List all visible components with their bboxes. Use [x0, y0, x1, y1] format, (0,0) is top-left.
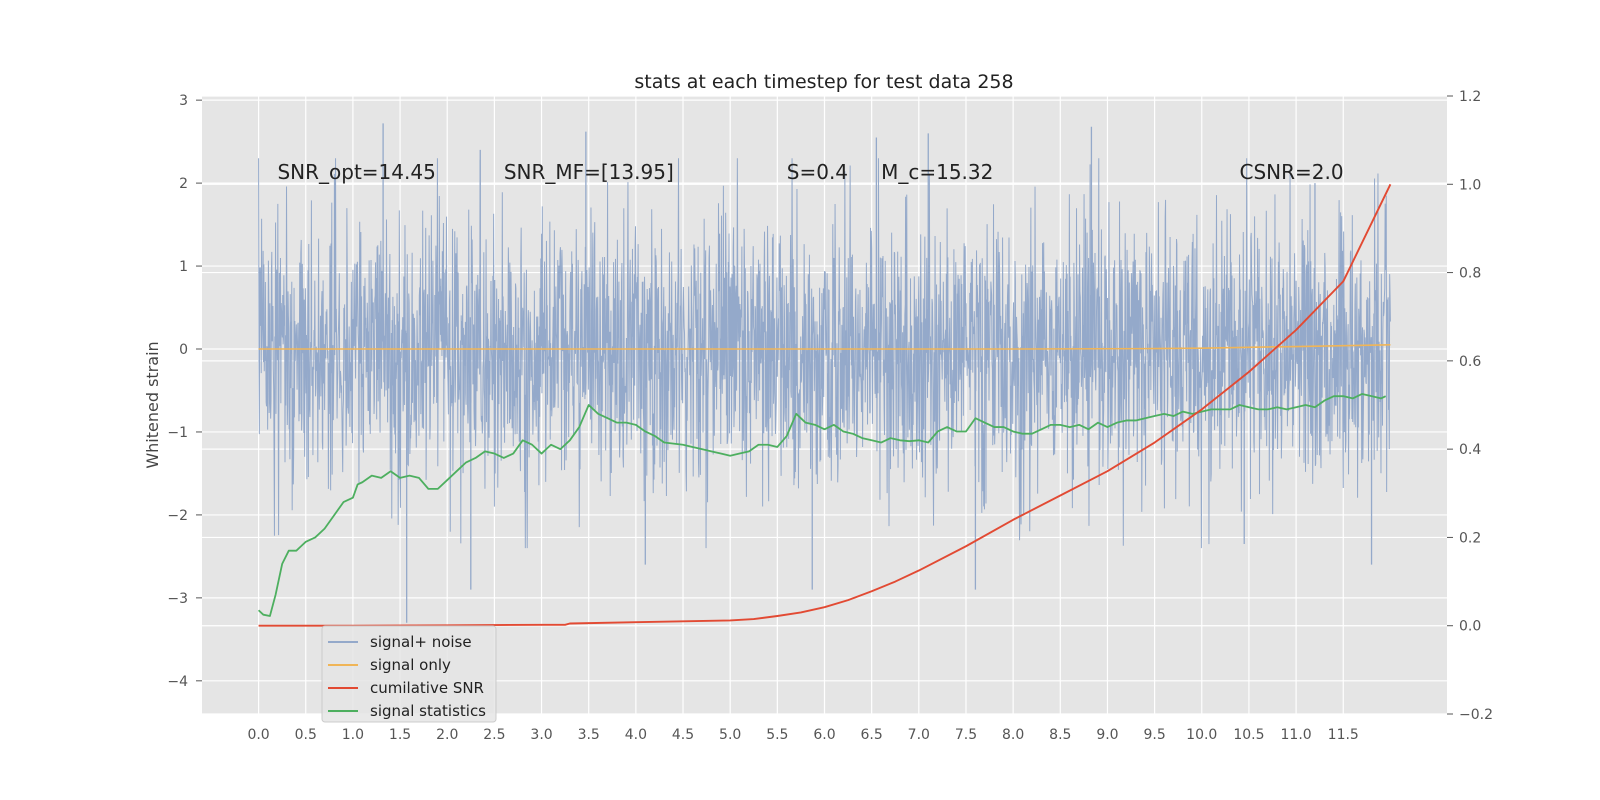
annotation-mc-value: M_c=15.32	[881, 160, 993, 184]
x-axis: 0.0 0.5 1.0 1.5 2.0 2.5 3.0 3.5 4.0 4.5 5.0 5.5 6.0 6…	[247, 727, 1358, 743]
x-tick-label: 8.0	[1002, 727, 1024, 743]
x-tick-label: 1.5	[389, 727, 411, 743]
x-tick-label: 3.5	[578, 727, 600, 743]
y2-tick-label: 0.8	[1459, 266, 1481, 282]
x-tick-label: 0.5	[295, 727, 317, 743]
y2-tick-label: −0.2	[1459, 707, 1493, 723]
x-tick-label: 1.0	[342, 727, 364, 743]
x-tick-label: 11.0	[1281, 727, 1312, 743]
x-tick-label: 4.5	[672, 727, 694, 743]
x-tick-label: 4.0	[625, 727, 647, 743]
x-tick-label: 6.5	[861, 727, 883, 743]
legend-label: signal statistics	[370, 702, 486, 720]
legend-label: signal+ noise	[370, 633, 472, 651]
y-tick-label: −3	[167, 591, 188, 607]
legend-label: signal only	[370, 656, 451, 674]
noise-trace	[258, 158, 1391, 549]
y-tick-label: −1	[167, 425, 188, 441]
y-axis-left: 3 2 1 0 −1 −2 −3 −4	[167, 93, 202, 690]
legend-label: cumilative SNR	[370, 679, 484, 697]
y2-tick-label: 0.2	[1459, 530, 1481, 546]
x-tick-label: 2.0	[436, 727, 458, 743]
y-tick-label: −4	[167, 674, 188, 690]
annotation-s-value: S=0.4	[787, 160, 848, 184]
x-tick-label: 7.0	[908, 727, 930, 743]
x-tick-label: 10.5	[1233, 727, 1264, 743]
y-tick-label: 0	[179, 342, 188, 358]
x-tick-label: 7.5	[955, 727, 977, 743]
x-tick-label: 2.5	[483, 727, 505, 743]
x-tick-label: 11.5	[1328, 727, 1359, 743]
y2-tick-label: 1.0	[1459, 177, 1481, 193]
annotation-snr-opt: SNR_opt=14.45	[277, 160, 435, 184]
y-axis-title: Whitened strain	[143, 341, 162, 468]
x-tick-label: 9.0	[1096, 727, 1118, 743]
x-tick-label: 8.5	[1049, 727, 1071, 743]
y-tick-label: 2	[179, 176, 188, 192]
x-tick-label: 9.5	[1143, 727, 1165, 743]
y-axis-right: 1.2 1.0 0.8 0.6 0.4 0.2 0.0 −0.2	[1447, 89, 1493, 723]
y2-tick-label: 0.6	[1459, 354, 1481, 370]
cumilative-snr-line	[258, 183, 1392, 627]
y-tick-label: 1	[179, 259, 188, 275]
series-cumilative-snr	[258, 183, 1392, 627]
x-tick-label: 0.0	[247, 727, 269, 743]
legend: signal+ noise signal only cumilative SNR si…	[321, 625, 497, 723]
x-tick-label: 5.5	[766, 727, 788, 743]
x-tick-label: 6.0	[813, 727, 835, 743]
signal-only-line	[258, 344, 1391, 350]
annotations: SNR_opt=14.45 SNR_MF=[13.95] S=0.4 M_c=15.3…	[277, 160, 1343, 184]
y-tick-label: −2	[167, 508, 188, 524]
x-tick-label: 5.0	[719, 727, 741, 743]
x-tick-label: 10.0	[1186, 727, 1217, 743]
annotation-csnr: CSNR=2.0	[1240, 160, 1344, 184]
annotation-snr-mf: SNR_MF=[13.95]	[504, 160, 674, 184]
y-tick-label: 3	[179, 93, 188, 109]
y2-tick-label: 1.2	[1459, 89, 1481, 105]
series-signal-only	[258, 344, 1391, 350]
legend-box	[321, 625, 497, 723]
y2-tick-label: 0.0	[1459, 619, 1481, 635]
y2-tick-label: 0.4	[1459, 442, 1481, 458]
chart-title: stats at each timestep for test data 258	[634, 71, 1013, 93]
series-signal-noise	[258, 123, 1391, 623]
x-tick-label: 3.0	[530, 727, 552, 743]
